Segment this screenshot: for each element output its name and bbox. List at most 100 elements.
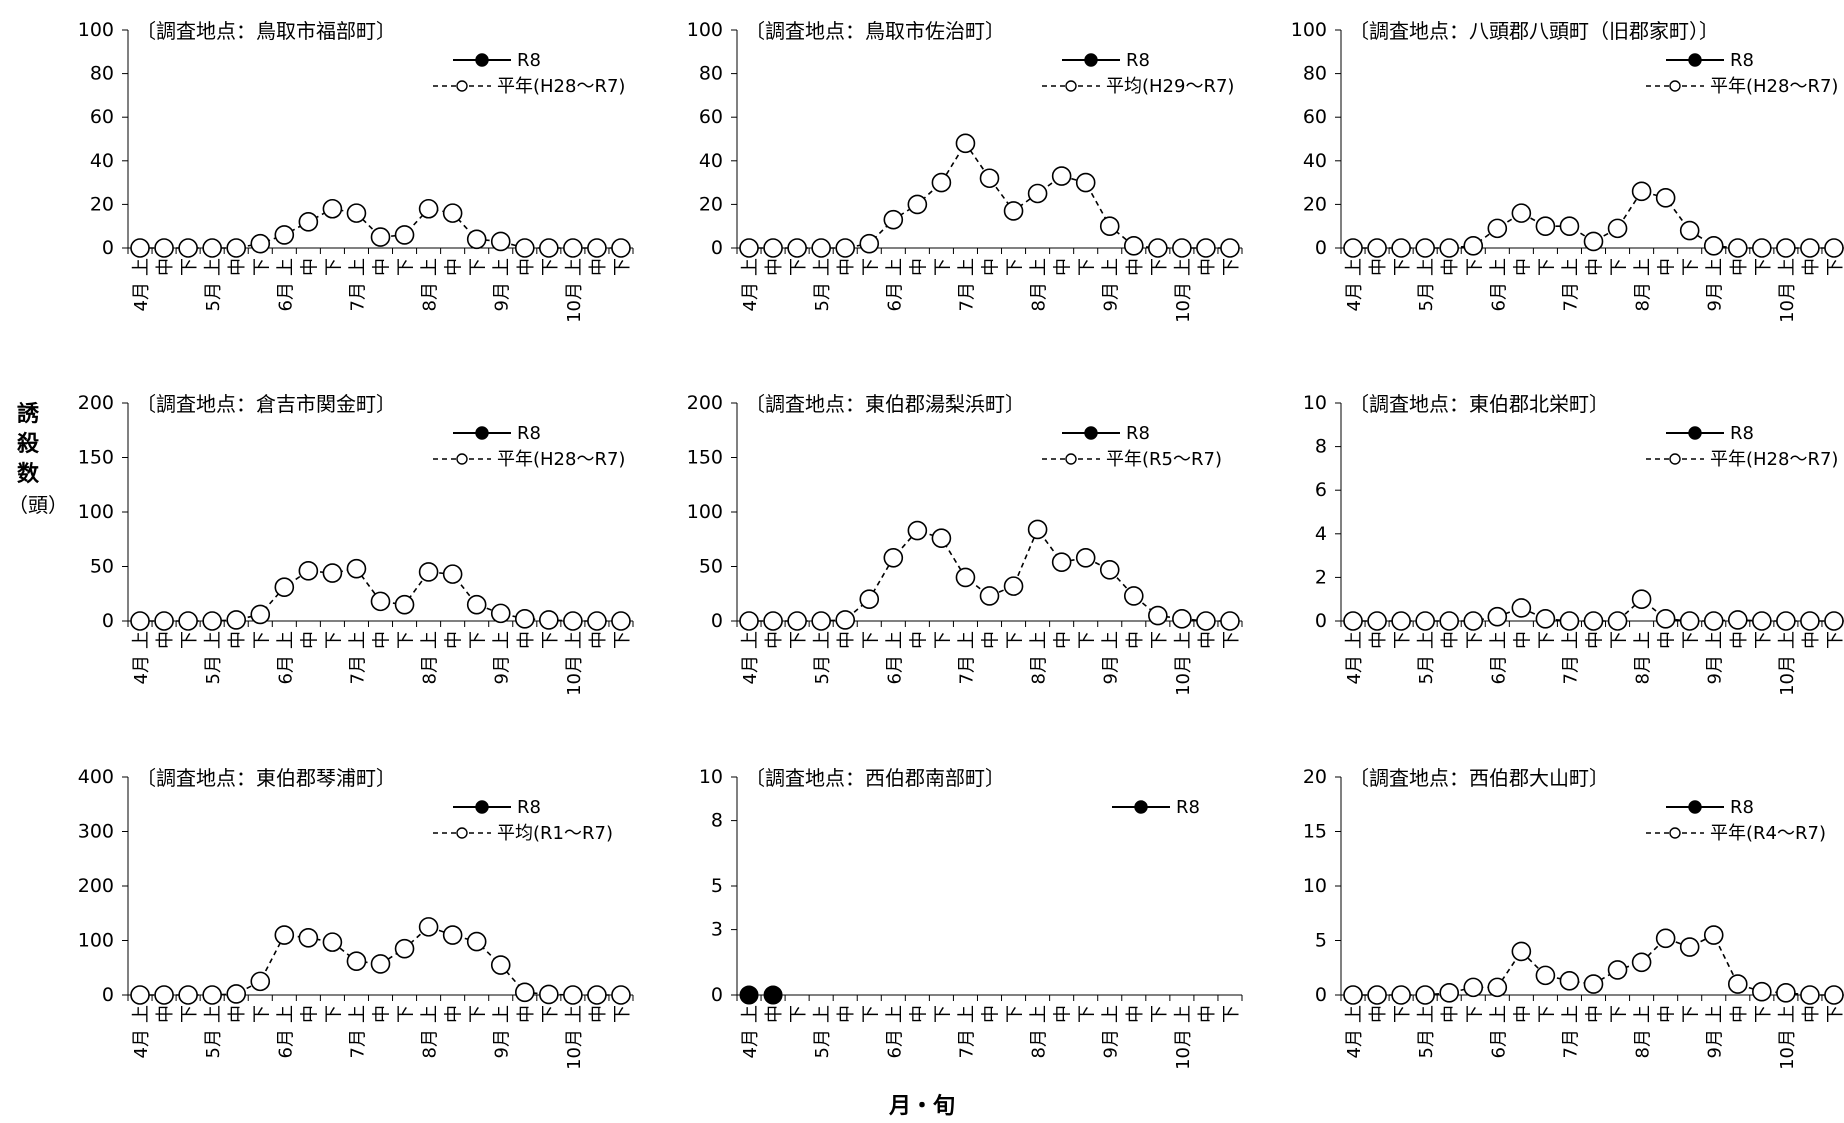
x-decade-label: 上 xyxy=(203,258,224,276)
x-decade-label: 下 xyxy=(1221,258,1242,276)
data-point-avg xyxy=(322,563,343,583)
data-point-avg xyxy=(226,238,247,258)
data-point-avg xyxy=(1487,606,1508,627)
x-decade-label: 上 xyxy=(1777,1005,1798,1023)
data-point-avg xyxy=(130,985,150,1005)
chart-panel: 020406080100上中下上中下上中下上中下上中下上中下上中下4月 5月 6月 7… xyxy=(78,19,634,323)
x-decade-label: 上 xyxy=(131,631,152,649)
x-month-label: 10月 xyxy=(1173,1029,1194,1070)
x-decade-label: 中 xyxy=(836,1005,857,1023)
legend-label: R8 xyxy=(1126,423,1150,444)
legend-marker xyxy=(1084,53,1098,67)
x-decade-label: 上 xyxy=(131,1005,152,1023)
x-month-label: 4月 xyxy=(1344,655,1365,684)
legend-marker xyxy=(1134,800,1148,814)
x-month-label: 7月 xyxy=(347,655,368,684)
x-decade-label: 中 xyxy=(299,258,320,276)
data-point-avg xyxy=(907,194,928,215)
legend-label: R8 xyxy=(517,423,541,444)
data-point-avg xyxy=(1027,183,1048,204)
data-point-avg xyxy=(931,172,952,193)
x-decade-label: 中 xyxy=(227,631,248,649)
x-month-label: 5月 xyxy=(812,282,833,311)
x-decade-label: 中 xyxy=(981,631,1002,649)
x-decade-label: 上 xyxy=(1173,1005,1194,1023)
x-decade-label: 下 xyxy=(1221,631,1242,649)
x-month-label: 6月 xyxy=(1488,282,1509,311)
data-point-avg xyxy=(442,203,463,223)
x-month-label: 7月 xyxy=(1560,1029,1581,1058)
x-decade-label: 上 xyxy=(564,1005,585,1023)
x-decade-label: 中 xyxy=(1512,1005,1533,1023)
x-decade-label: 中 xyxy=(155,631,176,649)
x-month-label: 4月 xyxy=(740,1029,761,1058)
x-decade-label: 上 xyxy=(1488,258,1509,276)
data-point-avg xyxy=(274,225,295,245)
x-decade-label: 中 xyxy=(1125,258,1146,276)
x-decade-label: 下 xyxy=(251,1005,272,1023)
data-point-avg xyxy=(1463,236,1484,256)
x-decade-label: 下 xyxy=(323,631,344,649)
x-decade-label: 中 xyxy=(1657,258,1678,276)
y-title-char: 数 xyxy=(16,462,39,487)
x-month-label: 6月 xyxy=(884,282,905,311)
series-line xyxy=(749,141,1230,249)
legend-marker xyxy=(456,453,468,465)
data-point-avg xyxy=(787,238,807,258)
data-point-avg xyxy=(1439,983,1460,1003)
data-point-avg xyxy=(1824,611,1844,631)
data-point-avg xyxy=(587,238,607,258)
x-decade-label: 上 xyxy=(740,631,761,649)
x-decade-label: 上 xyxy=(1344,631,1365,649)
y-tick-label: 0 xyxy=(1315,984,1327,1006)
data-point-avg xyxy=(611,238,631,258)
y-tick-label: 60 xyxy=(90,106,114,128)
data-point-avg xyxy=(1607,218,1628,239)
x-decade-label: 下 xyxy=(1077,1005,1098,1023)
y-tick-label: 200 xyxy=(78,392,114,414)
x-decade-label: 下 xyxy=(1536,1005,1557,1023)
x-decade-label: 下 xyxy=(1825,258,1844,276)
x-decade-label: 下 xyxy=(1464,631,1485,649)
data-point-avg xyxy=(370,227,391,247)
chart-title: 〔調査地点：西伯郡南部町〕 xyxy=(745,766,1005,790)
x-decade-label: 上 xyxy=(1416,1005,1437,1023)
x-decade-label: 下 xyxy=(1005,1005,1026,1023)
x-month-label: 8月 xyxy=(420,655,441,684)
data-point-avg xyxy=(1631,181,1652,202)
data-point-avg xyxy=(418,198,439,219)
x-decade-label: 上 xyxy=(1101,631,1122,649)
data-point-avg xyxy=(1075,547,1096,568)
x-month-label: 4月 xyxy=(740,282,761,311)
x-month-label: 10月 xyxy=(1777,1029,1798,1070)
data-point-avg xyxy=(466,229,487,250)
data-point-avg xyxy=(1415,611,1435,631)
chart-panel: 050100150200上中下上中下上中下上中下上中下上中下上中下4月 5月 6月 7… xyxy=(78,392,634,696)
y-tick-label: 100 xyxy=(78,19,114,41)
chart-title: 〔調査地点：鳥取市佐治町〕 xyxy=(745,19,1005,43)
data-point-avg xyxy=(1487,218,1508,239)
data-point-avg xyxy=(154,985,174,1005)
data-point-avg xyxy=(1172,238,1192,258)
data-point-avg xyxy=(154,611,174,631)
x-decade-label: 上 xyxy=(740,1005,761,1023)
y-tick-label: 40 xyxy=(90,150,114,172)
x-month-label: 9月 xyxy=(492,655,513,684)
data-point-avg xyxy=(611,985,631,1005)
data-point-avg xyxy=(490,231,511,252)
data-point-avg xyxy=(1148,238,1168,258)
data-point-avg xyxy=(178,611,198,631)
x-month-label: 10月 xyxy=(564,655,585,696)
x-decade-label: 中 xyxy=(516,631,537,649)
data-point-avg xyxy=(346,951,367,972)
x-month-label: 10月 xyxy=(564,1029,585,1070)
x-decade-label: 中 xyxy=(1440,258,1461,276)
x-decade-label: 中 xyxy=(516,258,537,276)
data-point-avg xyxy=(955,567,976,588)
data-point-avg xyxy=(907,520,928,541)
data-point-avg xyxy=(1752,981,1772,1002)
x-decade-label: 下 xyxy=(1464,258,1485,276)
x-decade-label: 上 xyxy=(812,258,833,276)
data-point-avg xyxy=(514,609,535,629)
x-month-label: 10月 xyxy=(1777,282,1798,323)
